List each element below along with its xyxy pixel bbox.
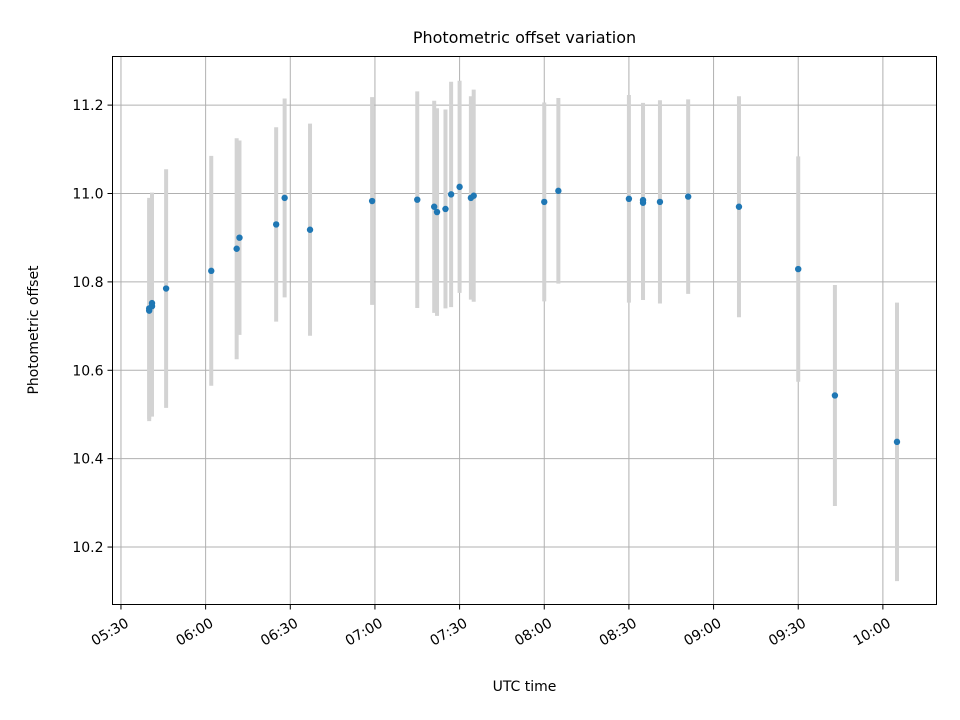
data-point bbox=[470, 192, 477, 199]
data-point bbox=[684, 193, 692, 200]
y-tick-label: 11.0 bbox=[72, 187, 103, 203]
y-tick-label: 10.2 bbox=[72, 540, 103, 556]
data-point bbox=[433, 208, 441, 216]
data-point bbox=[625, 195, 633, 203]
data-point bbox=[555, 187, 562, 195]
y-axis-label: Photometric offset bbox=[26, 265, 42, 395]
y-tick-label: 10.6 bbox=[72, 363, 103, 379]
x-axis-ticks: 05:30 06:00 06:30 07:00 07:30 08:00 08:30 09:00… bbox=[89, 604, 894, 649]
y-tick-label: 10.8 bbox=[72, 275, 103, 291]
y-axis-ticks: 10.2 10.4 10.6 10.8 11.0 11.2 bbox=[72, 98, 113, 556]
data-point bbox=[639, 196, 647, 204]
data-point bbox=[148, 299, 156, 307]
data-point bbox=[272, 221, 280, 228]
data-point bbox=[281, 194, 288, 202]
point-layer bbox=[145, 183, 901, 446]
data-point bbox=[735, 203, 743, 210]
data-point bbox=[306, 226, 314, 233]
data-point bbox=[162, 285, 170, 292]
data-point bbox=[456, 183, 463, 191]
data-point bbox=[414, 196, 421, 203]
x-axis-label: UTC time bbox=[493, 679, 557, 695]
plot-frame bbox=[112, 56, 937, 605]
chart-title: Photometric offset variation bbox=[413, 28, 636, 47]
data-point bbox=[236, 234, 243, 241]
data-point bbox=[656, 198, 664, 206]
data-point bbox=[831, 392, 839, 399]
data-point bbox=[208, 267, 215, 275]
data-point bbox=[442, 205, 449, 213]
data-point bbox=[795, 265, 802, 273]
y-tick-label: 10.4 bbox=[72, 452, 103, 468]
data-point bbox=[541, 198, 548, 206]
data-point bbox=[447, 191, 455, 198]
data-point bbox=[893, 438, 901, 446]
y-tick-label: 11.2 bbox=[72, 98, 103, 114]
data-point bbox=[368, 197, 376, 205]
data-point bbox=[430, 203, 438, 210]
data-point bbox=[233, 245, 240, 252]
